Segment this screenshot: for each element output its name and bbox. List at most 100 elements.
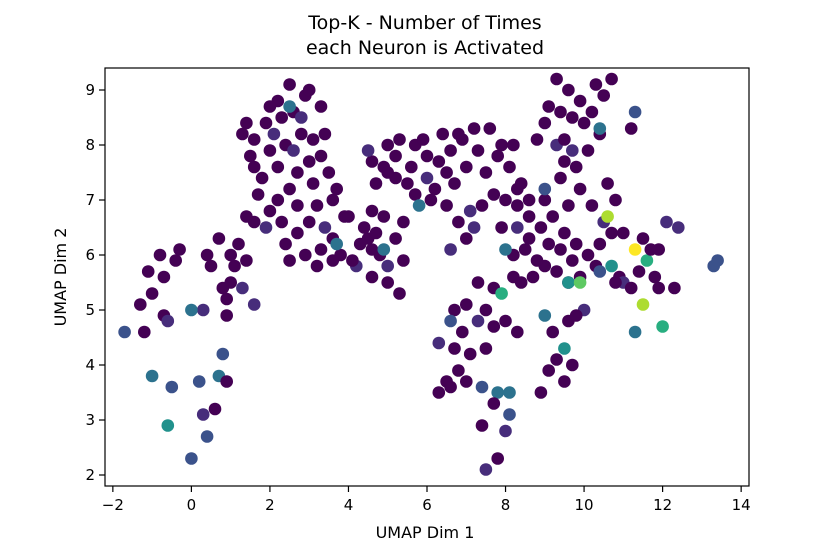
data-point (503, 408, 516, 421)
data-point (463, 204, 477, 218)
data-point (420, 149, 434, 163)
data-point (562, 83, 575, 97)
x-tick-label: 6 (422, 496, 432, 514)
data-point (444, 314, 457, 328)
data-point (554, 105, 567, 119)
data-point (495, 138, 508, 152)
data-point (495, 221, 508, 234)
x-tick-label: −2 (102, 496, 124, 514)
x-axis-label: UMAP Dim 1 (376, 523, 475, 542)
data-point (424, 193, 438, 207)
data-point (138, 325, 151, 339)
data-point (601, 210, 614, 223)
x-axis-ticks: −2 0 2 4 6 8 10 12 14 (102, 486, 751, 514)
data-point (306, 133, 320, 146)
data-point (463, 347, 477, 361)
data-point (550, 72, 563, 86)
data-point (538, 193, 552, 207)
data-point (460, 298, 473, 311)
data-point (554, 171, 567, 185)
data-point (145, 287, 159, 300)
data-point (558, 155, 571, 168)
data-point (401, 177, 414, 190)
data-point (240, 254, 253, 267)
data-point (448, 303, 461, 317)
data-point (538, 309, 552, 322)
data-point (279, 237, 292, 251)
data-point (365, 270, 379, 284)
data-point (291, 199, 304, 212)
x-tick-label: 12 (653, 496, 672, 514)
data-point (330, 237, 344, 251)
data-point (514, 177, 528, 190)
data-point (302, 155, 316, 168)
y-tick-label: 6 (85, 246, 95, 264)
data-point (200, 248, 214, 262)
data-point (212, 232, 226, 245)
x-tick-label: 8 (501, 496, 511, 514)
data-point (452, 364, 465, 377)
data-point (448, 177, 461, 190)
data-point (412, 199, 426, 212)
data-point (499, 314, 512, 328)
y-tick-label: 7 (85, 191, 95, 209)
data-point (656, 320, 669, 333)
data-point (660, 215, 673, 229)
data-point (460, 232, 473, 245)
data-point (365, 243, 379, 256)
data-point (232, 237, 245, 251)
data-point (475, 199, 489, 212)
data-point (444, 243, 457, 256)
data-point (491, 452, 505, 465)
data-point (397, 215, 410, 229)
data-point (185, 452, 198, 465)
data-point (436, 127, 450, 141)
data-point (377, 210, 391, 223)
data-point (550, 265, 563, 278)
data-point (393, 287, 406, 300)
data-point (161, 419, 175, 432)
data-point (291, 226, 304, 240)
data-point (314, 243, 328, 256)
data-point (503, 386, 516, 399)
data-point (240, 116, 253, 130)
data-point (554, 243, 567, 256)
title-line-2: each Neuron is Activated (306, 37, 544, 59)
data-point (275, 215, 289, 229)
data-point (134, 298, 147, 311)
data-point (326, 254, 340, 267)
data-point (306, 177, 320, 190)
data-point (228, 259, 241, 273)
data-point (495, 287, 508, 300)
data-point (440, 199, 453, 212)
data-point (369, 226, 383, 240)
data-point (487, 320, 501, 333)
data-point (617, 226, 630, 240)
data-point (467, 221, 481, 234)
data-point (566, 144, 579, 157)
data-point (393, 133, 406, 146)
data-point (479, 303, 493, 317)
data-point (483, 122, 497, 135)
data-point (711, 254, 724, 267)
data-point (507, 138, 520, 152)
data-point (173, 243, 186, 256)
y-tick-label: 2 (85, 466, 95, 484)
data-point (636, 232, 650, 245)
data-point (467, 122, 481, 135)
data-point (263, 144, 277, 157)
data-point (295, 127, 308, 141)
data-point (444, 144, 457, 157)
data-point (196, 408, 210, 421)
data-point (365, 155, 379, 168)
data-point (609, 276, 622, 289)
data-point (381, 259, 395, 273)
data-point (507, 270, 520, 284)
data-points (118, 72, 724, 476)
data-point (460, 160, 473, 174)
data-point (589, 78, 603, 91)
data-point (652, 281, 665, 295)
x-tick-label: 4 (344, 496, 354, 514)
data-point (196, 303, 210, 317)
data-point (330, 182, 344, 196)
